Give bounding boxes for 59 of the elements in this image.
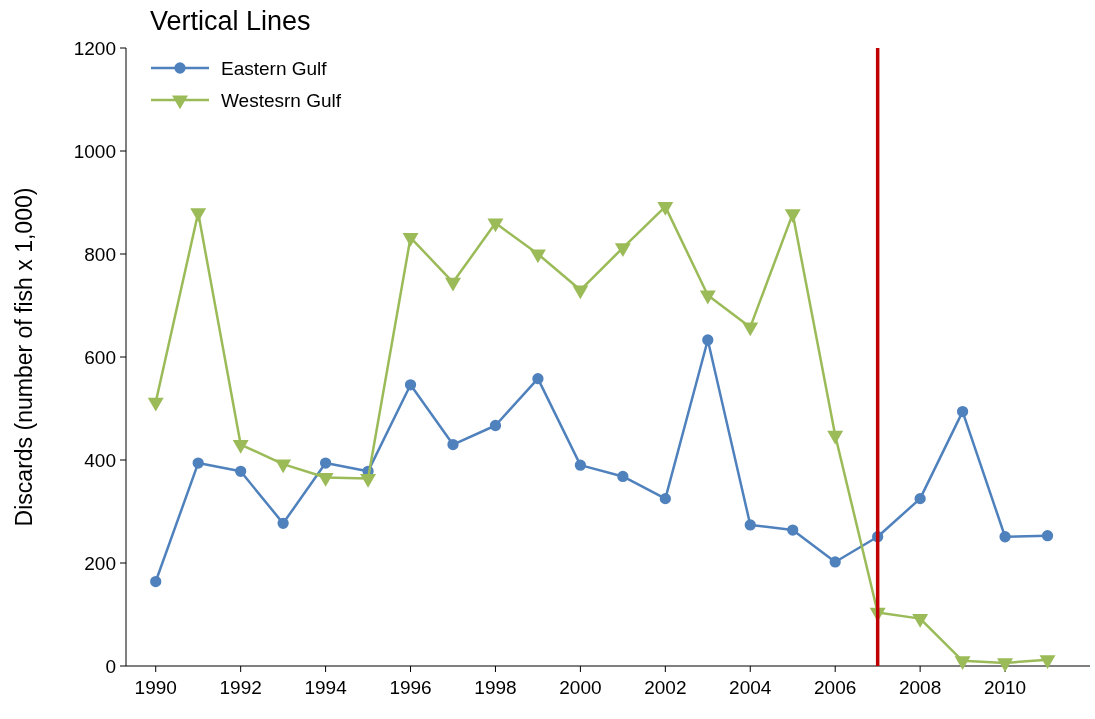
point [702,334,714,346]
point [319,457,332,469]
point [999,531,1011,543]
point [529,249,546,264]
point [232,439,249,454]
point [404,379,417,391]
x-tick-label: 2006 [814,677,857,698]
y-tick-label: 400 [84,449,116,471]
point [742,322,759,337]
point [572,285,589,300]
point [829,556,841,568]
point [784,209,801,224]
point [275,459,292,474]
point [914,492,926,505]
point [827,430,844,445]
point [617,470,629,483]
point [150,575,162,588]
x-tick-label: 1998 [474,677,517,698]
point [447,438,459,451]
x-tick-label: 2002 [644,677,687,698]
legend-label: Eastern Gulf [221,57,328,79]
point [787,524,799,536]
point [192,457,204,469]
legend-label: Westesrn Gulf [221,89,342,111]
point [235,465,247,477]
point [956,405,969,418]
x-tick-label: 1994 [304,677,348,698]
point [487,218,504,233]
point [317,472,334,487]
point [489,419,502,432]
point [614,243,631,258]
y-axis-title: Discards (number of fish x 1,000) [11,187,37,527]
x-tick-label: 1996 [389,677,432,698]
chart-title: Vertical Lines [150,6,311,36]
y-tick-label: 1200 [73,37,116,59]
point [659,492,671,505]
point [699,290,716,305]
x-tick-label: 1992 [219,677,262,698]
x-tick-label: 1990 [134,677,177,698]
x-tick-label: 2008 [898,677,942,698]
x-tick-label: 2010 [983,677,1027,698]
point [532,373,544,385]
point [147,397,164,412]
point [657,202,674,216]
y-tick-label: 600 [84,346,116,368]
y-tick-label: 200 [84,552,116,574]
point [360,473,377,488]
x-tick-label: 2000 [559,677,602,698]
point [277,517,289,529]
y-tick-label: 800 [84,243,116,265]
point [574,459,587,471]
point [1041,530,1054,542]
point [744,519,756,531]
y-tick-label: 0 [105,655,116,677]
point [402,232,419,247]
y-tick-label: 1000 [73,140,116,162]
x-tick-label: 2004 [729,677,772,698]
point [190,208,207,222]
point [445,277,461,292]
